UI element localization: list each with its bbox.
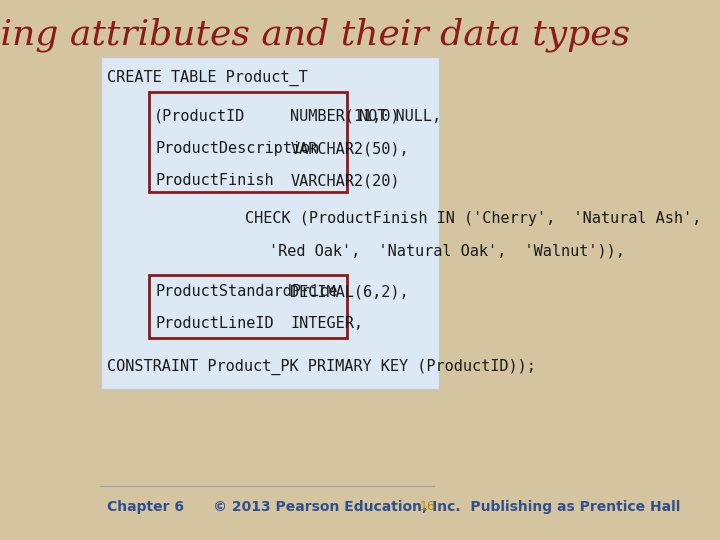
Text: CHECK (ProductFinish IN ('Cherry',  'Natural Ash',  'White Ash',: CHECK (ProductFinish IN ('Cherry', 'Natu… bbox=[245, 211, 720, 226]
Text: 'Red Oak',  'Natural Oak',  'Walnut')),: 'Red Oak', 'Natural Oak', 'Walnut')), bbox=[269, 244, 624, 259]
Text: ProductLineID: ProductLineID bbox=[156, 316, 274, 332]
Text: 16: 16 bbox=[420, 500, 436, 513]
Text: NUMBER(11,0): NUMBER(11,0) bbox=[290, 109, 400, 124]
Text: DECIMAL(6,2),: DECIMAL(6,2), bbox=[290, 284, 409, 299]
FancyBboxPatch shape bbox=[102, 57, 439, 389]
Text: ProductDescription: ProductDescription bbox=[156, 141, 320, 156]
Text: Chapter 6      © 2013 Pearson Education, Inc.  Publishing as Prentice Hall: Chapter 6 © 2013 Pearson Education, Inc.… bbox=[107, 500, 680, 514]
Text: (ProductID: (ProductID bbox=[154, 109, 246, 124]
Text: VARCHAR2(20): VARCHAR2(20) bbox=[290, 173, 400, 188]
Text: ProductFinish: ProductFinish bbox=[156, 173, 274, 188]
Text: INTEGER,: INTEGER, bbox=[290, 316, 364, 332]
Text: CREATE TABLE Product_T: CREATE TABLE Product_T bbox=[107, 70, 307, 86]
Text: CONSTRAINT Product_PK PRIMARY KEY (ProductID));: CONSTRAINT Product_PK PRIMARY KEY (Produ… bbox=[107, 359, 536, 375]
Text: NOT NULL,: NOT NULL, bbox=[359, 109, 441, 124]
Text: Defining attributes and their data types: Defining attributes and their data types bbox=[0, 18, 631, 52]
Text: VARCHAR2(50),: VARCHAR2(50), bbox=[290, 141, 409, 156]
Text: ProductStandardPrice: ProductStandardPrice bbox=[156, 284, 338, 299]
